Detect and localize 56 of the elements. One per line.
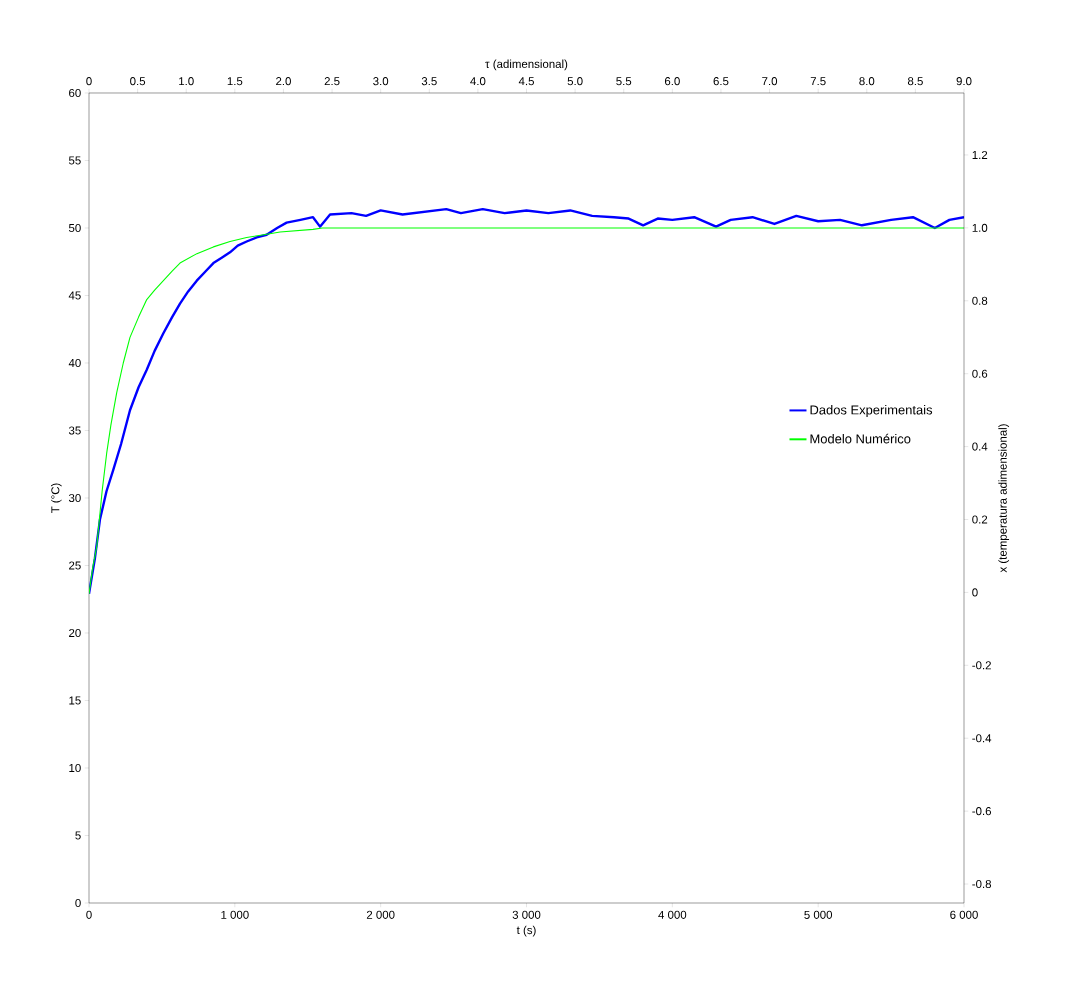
y-tick-label: 5 — [75, 831, 81, 840]
x-tick-label: 3 000 — [512, 910, 541, 919]
x2-tick-label: 5.0 — [567, 77, 583, 86]
y2-tick-label: 0.6 — [972, 369, 988, 378]
x2-tick-label: 9.0 — [956, 77, 972, 86]
legend-label: Dados Experimentais — [810, 404, 933, 418]
x2-tick-label: 1.5 — [227, 77, 243, 86]
y2-tick-label: -0.8 — [972, 879, 992, 889]
x2-tick-label: 0.5 — [130, 77, 146, 86]
y2-tick-label: 0 — [972, 588, 978, 597]
y-tick-label: 35 — [68, 426, 81, 435]
x2-tick-label: 6.5 — [713, 77, 729, 86]
legend-label: Modelo Numérico — [810, 433, 911, 444]
x-tick-label: 6 000 — [950, 910, 978, 919]
x2-axis-title: τ (adimensional) — [485, 59, 568, 71]
y2-tick-label: -0.4 — [972, 734, 992, 743]
y-tick-label: 50 — [68, 223, 81, 233]
y-tick-label: 55 — [68, 156, 81, 165]
y2-tick-label: 0.4 — [972, 442, 988, 451]
x-axis-title: t (s) — [516, 925, 536, 937]
y-tick-label: 0 — [75, 898, 81, 908]
x2-tick-label: 8.5 — [907, 77, 923, 86]
x-tick-label: 4 000 — [658, 910, 687, 919]
y-tick-label: 60 — [69, 88, 81, 98]
x2-tick-label: 3.5 — [421, 77, 437, 86]
y2-axis-title: x (temperatura adimensional) — [998, 424, 1010, 573]
y-tick-label: 25 — [69, 561, 81, 570]
x-tick-label: 0 — [86, 910, 92, 919]
y-tick-label: 40 — [68, 358, 81, 368]
y-tick-label: 10 — [69, 763, 81, 773]
x-tick-label: 5 000 — [804, 910, 833, 919]
y2-tick-label: 0.2 — [972, 515, 988, 524]
y2-tick-label: -0.2 — [972, 661, 991, 670]
y-axis-title: T (°C) — [50, 483, 62, 514]
x2-tick-label: 2.5 — [324, 77, 340, 86]
x2-tick-label: 2.0 — [276, 77, 291, 86]
x2-tick-label: 8.0 — [859, 77, 875, 86]
x-tick-label: 1 000 — [221, 910, 249, 919]
x2-tick-label: 1.0 — [179, 77, 194, 86]
x2-tick-label: 3.0 — [373, 77, 389, 86]
x2-tick-label: 7.0 — [762, 77, 778, 86]
x-tick-label: 2 000 — [366, 910, 395, 919]
y-tick-label: 45 — [68, 291, 81, 300]
x2-tick-label: 6.0 — [664, 77, 680, 86]
y-tick-label: 15 — [69, 696, 81, 705]
y2-tick-label: 1.0 — [972, 223, 988, 232]
y-tick-label: 30 — [68, 493, 81, 503]
x2-tick-label: 5.5 — [616, 77, 632, 86]
x2-tick-label: 4.0 — [470, 77, 486, 86]
x2-tick-label: 0 — [86, 77, 92, 86]
x2-tick-label: 7.5 — [810, 77, 826, 86]
y2-tick-label: -0.6 — [972, 807, 992, 816]
x2-tick-label: 4.5 — [518, 77, 534, 86]
y2-tick-label: 1.2 — [972, 150, 988, 159]
y2-tick-label: 0.8 — [972, 296, 988, 305]
y-tick-label: 20 — [69, 628, 81, 638]
